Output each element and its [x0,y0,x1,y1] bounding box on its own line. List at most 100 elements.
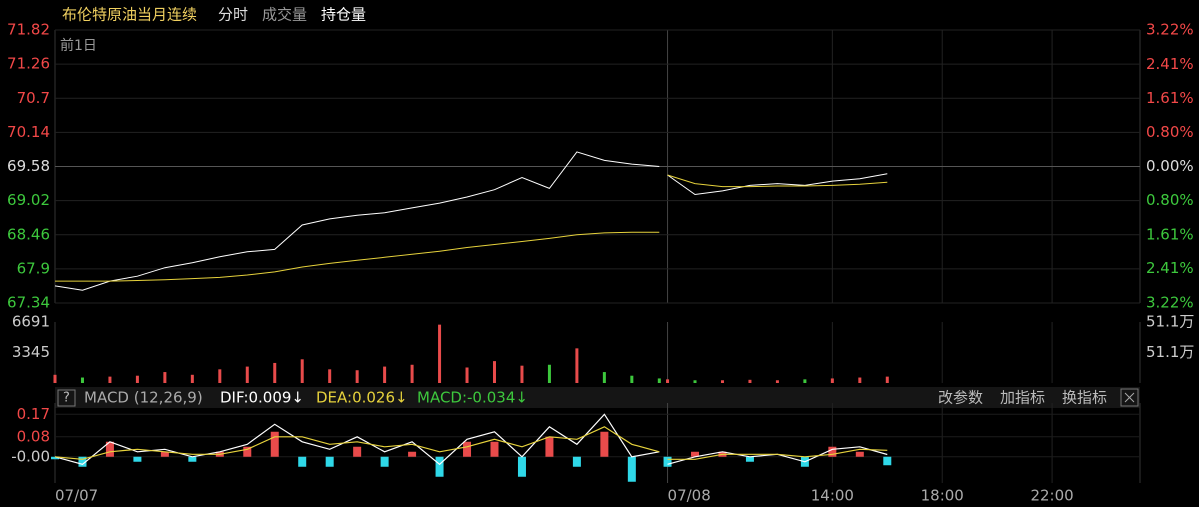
button[interactable]: 换指标 [1062,389,1107,407]
y2-tick-label: 3.22% [1146,294,1194,312]
macd-bar [490,441,499,457]
macd-bar [105,441,114,457]
y2-tick-label: 1.61% [1146,89,1194,107]
y2-tick-label: 0.80% [1146,191,1194,209]
x-tick-label: 07/07 [55,487,98,505]
volume-bar [355,370,359,383]
y-tick-label: 70.14 [7,123,50,141]
volume-bar [885,376,889,383]
y2-tick-label: 51.1万 [1146,343,1194,361]
y-tick-label: 68.46 [7,225,50,243]
macd-bar [663,456,672,467]
volume-bar [693,380,697,383]
y-tick-label: 67.34 [7,294,50,312]
y-tick-label: 70.7 [17,89,50,107]
volume-bar [748,379,752,383]
volume-bar [273,362,277,383]
close-button[interactable] [1120,388,1139,407]
volume-bar [300,359,304,383]
volume-bar [547,364,551,383]
y2-tick-label: 2.41% [1146,259,1194,277]
macd-bar [51,456,59,460]
macd-bar [188,456,197,462]
macd-bar [380,456,389,467]
macd-bar [883,456,892,466]
volume-bar [720,380,724,383]
y-tick-label: -0.00 [11,447,50,465]
chart-title: 布伦特原油当月连续 [62,6,197,24]
volume-bar [630,375,634,383]
macd-bar [517,456,526,477]
y-tick-label: 69.02 [7,191,50,209]
series-line [55,174,888,282]
dif-readout: DIF:0.009↓ [220,389,304,407]
volume-bar [163,372,167,383]
macd-bar [545,436,554,457]
y2-tick-label: 51.1万 [1146,313,1194,331]
volume-bar [666,379,670,383]
volume-bar [775,380,779,383]
macd-bar [627,456,636,482]
macd-bar [600,431,609,457]
tab[interactable]: 持仓量 [321,6,366,24]
macd-bar [435,456,444,477]
macd-bar [828,446,837,457]
macd-bar [408,451,417,457]
prev-day-label: 前1日 [60,37,97,54]
macd-bar [855,451,864,457]
y-tick-label: 6691 [12,313,50,331]
volume-bar [218,369,222,383]
indicator-bar [55,387,1140,408]
volume-bar [438,324,442,383]
y2-tick-label: 0.00% [1146,157,1194,175]
macd-bar [243,446,252,457]
volume-bar [135,375,139,383]
macd-bar [353,446,362,457]
x-tick-label: 07/08 [668,487,711,505]
y2-tick-label: 3.22% [1146,21,1194,39]
volume-bar [328,369,332,383]
macd-bar [133,456,142,462]
y-tick-label: 71.26 [7,55,50,73]
y-tick-label: 0.17 [17,405,50,423]
volume-bar [190,374,194,383]
volume-bar [492,361,496,383]
button[interactable]: 加指标 [1000,389,1045,407]
y-tick-label: 3345 [12,343,50,361]
volume-bar [383,366,387,383]
volume-bar [520,365,524,383]
volume-bar [830,378,834,383]
macd-bar [745,456,754,462]
volume-bar [803,379,807,383]
x-tick-label: 22:00 [1030,487,1073,505]
volume-bar [657,378,661,383]
volume-bar [108,376,112,383]
y2-tick-label: 1.61% [1146,225,1194,243]
y-tick-label: 71.82 [7,21,50,39]
macd-bar [160,451,169,457]
button[interactable]: 改参数 [938,389,983,407]
tab[interactable]: 分时 [218,6,248,24]
volume-bar [575,348,579,383]
macd-bar [325,456,334,467]
macd-bar [78,456,87,467]
dea-readout: DEA:0.026↓ [316,389,408,407]
help-box[interactable] [57,389,76,407]
volume-bar [602,372,606,383]
x-tick-label: 18:00 [921,487,964,505]
y-tick-label: 0.08 [17,427,50,445]
volume-bar [858,377,862,383]
y-tick-label: 69.58 [7,157,50,175]
volume-bar [245,366,249,383]
series-line [54,426,888,460]
volume-bar [465,367,469,383]
help-button[interactable]: ? [63,391,70,406]
y2-tick-label: 0.80% [1146,123,1194,141]
y-tick-label: 67.9 [17,259,50,277]
tab[interactable]: 成交量 [262,6,307,24]
macd-bar [572,456,581,467]
macd-bar [463,441,472,457]
volume-bar [410,364,414,383]
macd-bar [298,456,307,467]
